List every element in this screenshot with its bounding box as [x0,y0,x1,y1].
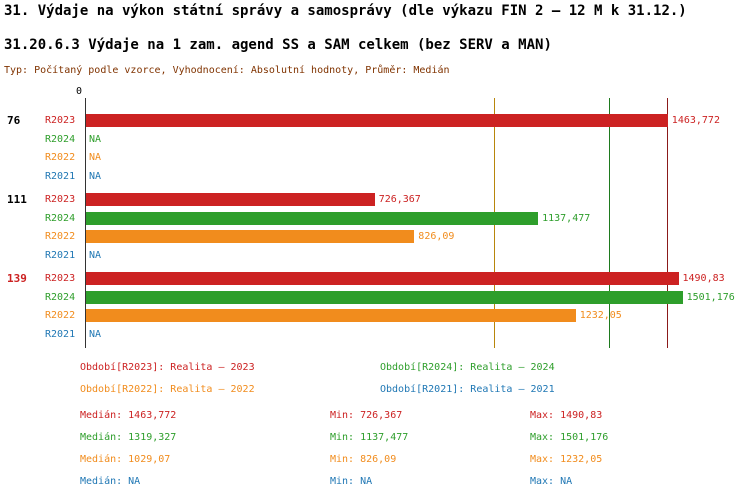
series-label: R2022 [45,152,76,163]
stat-max-r2021: Max: NA [530,476,573,487]
series-label: R2024 [45,291,76,303]
stat-median-r2021: Medián: NA [80,476,141,487]
bar-value: 726,367 [378,194,421,205]
bar-value: NA [89,328,102,340]
legend-item-r2021: Období[R2021]: Realita – 2021 [380,384,555,395]
bar-value: NA [89,249,102,261]
legend-item-r2024: Období[R2024]: Realita – 2024 [380,362,555,373]
bar-value: 1232,05 [579,310,622,321]
stat-min-r2023: Min: 726,367 [330,410,403,421]
horizontal-bar-chart: 0 76 R2023 1463,772 R2024 NA R2022 NA R2021 NA 11… [0,86,750,352]
bar-r2023 [86,114,668,127]
series-label: R2024 [45,133,76,145]
bar-row: R2022 826,09 [0,230,750,243]
series-label: R2021 [45,328,76,340]
series-label: R2024 [45,212,76,224]
bar-value: NA [89,170,102,182]
page-title: 31. Výdaje na výkon státní správy a samo… [4,3,687,19]
series-label: R2023 [45,194,76,205]
series-label: R2023 [45,115,76,126]
stat-max-r2024: Max: 1501,176 [530,432,609,443]
stat-median-r2022: Medián: 1029,07 [80,454,171,465]
group-label: 111 [7,193,27,206]
bar-row: R2023 1463,772 [0,114,750,127]
bar-value: 1463,772 [671,115,720,126]
legend-item-r2022: Období[R2022]: Realita – 2022 [80,384,255,395]
bar-row: R2021 NA [0,249,750,262]
bar-value: 826,09 [418,231,455,242]
bar-value: 1137,477 [542,212,591,224]
value-axis-line [85,98,86,348]
series-label: R2023 [45,273,76,284]
bar-row: R2024 NA [0,133,750,146]
stat-min-r2022: Min: 826,09 [330,454,397,465]
bar-row: R2024 1137,477 [0,211,750,225]
bar-row: R2021 NA [0,328,750,341]
legend-item-r2023: Období[R2023]: Realita – 2023 [80,362,255,373]
stat-median-r2023: Medián: 1463,772 [80,410,177,421]
bar-row: R2023 1490,83 [0,272,750,285]
stat-max-r2023: Max: 1490,83 [530,410,603,421]
stat-min-r2024: Min: 1137,477 [330,432,409,443]
series-label: R2021 [45,249,76,261]
bar-r2023 [86,193,375,206]
series-label: R2021 [45,170,76,182]
median-line-r2024 [609,98,611,348]
bar-r2024 [86,290,683,304]
bar-r2023 [86,272,679,285]
stat-max-r2022: Max: 1232,05 [530,454,603,465]
bar-value: 1501,176 [686,291,735,303]
bar-value: 1490,83 [682,273,725,284]
chart-meta-line: Typ: Počítaný podle vzorce, Vyhodnocení:… [4,65,450,76]
bar-row: R2022 1232,05 [0,309,750,322]
median-line-r2023 [666,98,668,348]
series-label: R2022 [45,310,76,321]
bar-value: NA [89,152,102,163]
stat-min-r2021: Min: NA [330,476,373,487]
bar-row: R2024 1501,176 [0,290,750,304]
axis-origin-label: 0 [75,86,82,97]
bar-value: NA [89,133,102,145]
series-label: R2022 [45,231,76,242]
bar-r2022 [86,309,576,322]
bar-r2024 [86,211,539,225]
group-label: 76 [7,114,21,127]
bar-r2022 [86,230,415,243]
chart-stats: Medián: 1463,772 Min: 726,367 Max: 1490,… [0,406,750,496]
chart-subtitle: 31.20.6.3 Výdaje na 1 zam. agend SS a SA… [4,37,552,53]
stat-median-r2024: Medián: 1319,327 [80,432,177,443]
bar-row: R2023 726,367 [0,193,750,206]
bar-row: R2022 NA [0,151,750,164]
group-label: 139 [7,272,27,285]
bar-row: R2021 NA [0,170,750,183]
chart-legend: Období[R2023]: Realita – 2023 Období[R20… [0,360,750,404]
